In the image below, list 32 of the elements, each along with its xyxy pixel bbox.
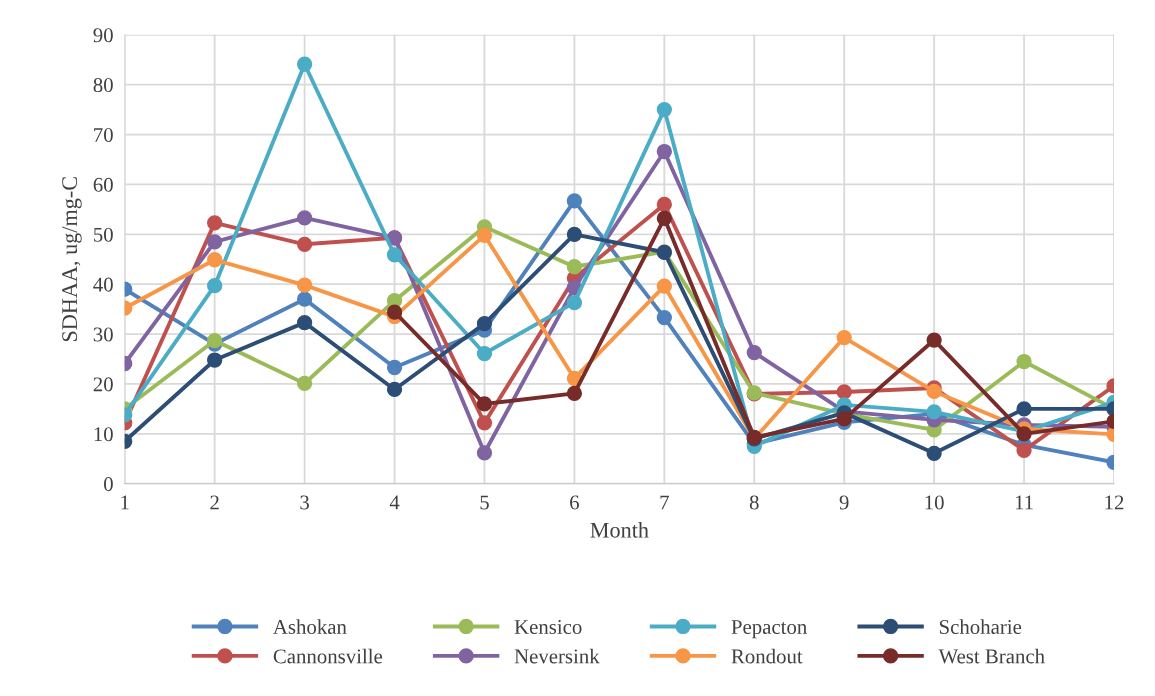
x-tick-label: 11 (1015, 495, 1033, 510)
x-tick-label: 7 (660, 495, 669, 510)
x-tick-label: 8 (749, 495, 759, 510)
legend-label: Cannonsville (273, 648, 383, 664)
legend-label: Schoharie (939, 619, 1022, 634)
legend-label: Pepacton (731, 620, 807, 639)
y-tick-label: 80 (93, 78, 113, 93)
y-tick-label: 90 (93, 28, 113, 43)
x-axis-title: Month (590, 522, 649, 538)
y-axis-title: SDHAA, ug/mg-C (62, 177, 82, 342)
x-tick-label: 9 (839, 495, 849, 510)
y-tick-label: 20 (93, 377, 113, 392)
legend-label: Ashokan (273, 619, 347, 634)
x-tick-label: 12 (1105, 495, 1124, 510)
y-tick-label: 70 (94, 127, 113, 142)
legend-label: West Branch (938, 648, 1045, 664)
x-tick-label: 10 (925, 495, 944, 510)
x-tick-label: 6 (570, 495, 579, 510)
x-tick-label: 2 (210, 495, 219, 510)
y-tick-label: 60 (93, 177, 113, 192)
y-tick-label: 50 (94, 227, 113, 242)
y-tick-label: 0 (104, 477, 113, 492)
x-tick-label: 5 (480, 495, 489, 510)
y-tick-label: 40 (93, 277, 113, 292)
x-tick-label: 1 (121, 495, 129, 510)
y-tick-label: 30 (93, 327, 113, 342)
legend-label: Kensico (514, 619, 582, 634)
y-tick-label: 10 (94, 427, 113, 442)
legend-label: Rondout (731, 648, 803, 664)
x-tick-label: 3 (300, 495, 309, 510)
legend-label: Neversink (514, 648, 600, 664)
x-tick-label: 4 (389, 495, 400, 510)
